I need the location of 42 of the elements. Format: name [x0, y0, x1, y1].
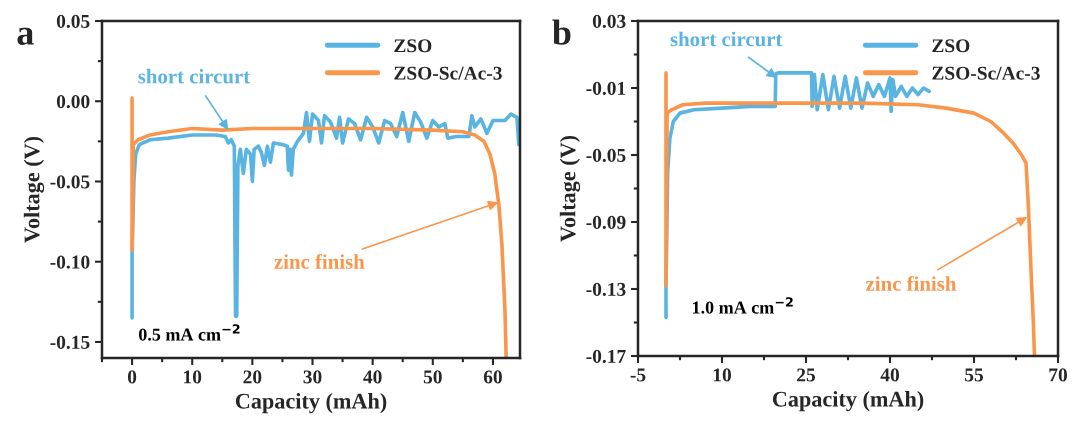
annotation: zinc finish — [274, 253, 365, 269]
line-series — [130, 110, 520, 320]
line-series — [130, 96, 508, 358]
y-tick-label: -0.09 — [586, 215, 626, 230]
x-tick-label: 50 — [423, 370, 442, 384]
annotation: 1.0 mA cm$^{−2}$ — [692, 297, 793, 314]
y-tick-label: -0.05 — [50, 175, 90, 189]
x-tick-label: 60 — [483, 370, 502, 384]
x-tick-label: 20 — [243, 370, 262, 384]
x-tick-label: 25 — [797, 368, 816, 382]
legend-label: ZSO-Sc/Ac-3 — [394, 66, 502, 80]
x-axis-title: Capacity (mAh) — [235, 392, 387, 414]
x-tick-label: 55 — [965, 368, 984, 382]
y-axis-title: Voltage (V) — [23, 136, 45, 243]
y-tick-label: -0.10 — [50, 255, 90, 269]
chart-title: b — [552, 19, 571, 45]
x-axis-title: Capacity (mAh) — [772, 390, 924, 412]
legend-label: ZSO — [932, 39, 970, 53]
x-tick-label: 10 — [713, 368, 731, 382]
x-tick-label: 40 — [363, 370, 382, 384]
annotation: zinc finish — [865, 275, 957, 291]
chart-title: a — [17, 27, 34, 45]
y-tick-label: -0.13 — [586, 282, 626, 297]
x-tick-label: -5 — [630, 368, 646, 382]
y-tick-label: 0.05 — [56, 14, 90, 29]
legend-label: ZSO — [394, 39, 432, 53]
y-tick-label: 0.00 — [56, 95, 90, 109]
legend-label: ZSO-Sc/Ac-3 — [932, 66, 1040, 80]
x-tick-label: 30 — [303, 370, 322, 384]
y-tick-label: -0.17 — [586, 349, 626, 364]
y-axis-title: Voltage (V) — [559, 135, 581, 242]
annotation: short circurt — [138, 68, 251, 84]
y-tick-label: -0.15 — [50, 335, 90, 349]
x-tick-label: 0 — [127, 370, 137, 384]
annotation: 0.5 mA cm$^{−2}$ — [139, 324, 240, 341]
x-tick-label: 70 — [1049, 368, 1067, 382]
y-tick-label: -0.01 — [586, 81, 626, 96]
y-tick-label: -0.05 — [586, 148, 626, 163]
x-tick-label: 10 — [184, 370, 202, 384]
y-tick-label: 0.03 — [592, 14, 626, 29]
x-tick-label: 40 — [880, 368, 899, 382]
annotation: short circurt — [670, 31, 783, 47]
